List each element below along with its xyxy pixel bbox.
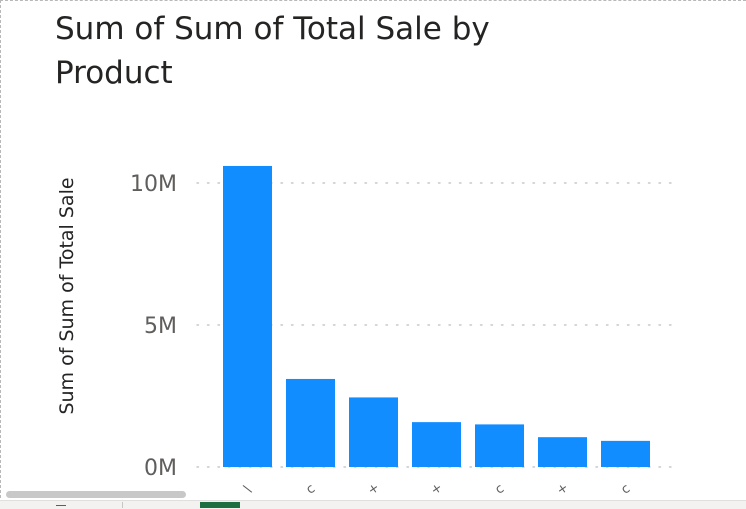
bar[interactable] (601, 440, 650, 467)
bar[interactable] (538, 437, 587, 467)
x-tick-label: c (493, 481, 507, 497)
horizontal-scrollbar[interactable] (6, 491, 186, 498)
bar[interactable] (223, 165, 272, 467)
bottom-strip-mark (56, 505, 66, 506)
bottom-active-tab[interactable] (200, 502, 240, 508)
x-tick-label: \ (242, 482, 255, 497)
bar[interactable] (286, 378, 335, 467)
x-tick-label: + (428, 480, 446, 499)
x-tick-label: c (304, 481, 318, 497)
x-tick-label: + (365, 480, 383, 499)
y-tick-label: 5M (144, 314, 177, 339)
bar[interactable] (475, 424, 524, 467)
bottom-tab-strip (0, 500, 746, 509)
chart-title: Sum of Sum of Total Sale by Product (55, 11, 490, 91)
bar[interactable] (412, 422, 461, 467)
x-tick-label: c (619, 481, 633, 497)
x-tick-label: + (554, 480, 572, 499)
bar[interactable] (349, 397, 398, 467)
y-tick-label: 10M (130, 172, 177, 197)
bottom-strip-separator (122, 502, 123, 508)
y-tick-label: 0M (144, 456, 177, 481)
